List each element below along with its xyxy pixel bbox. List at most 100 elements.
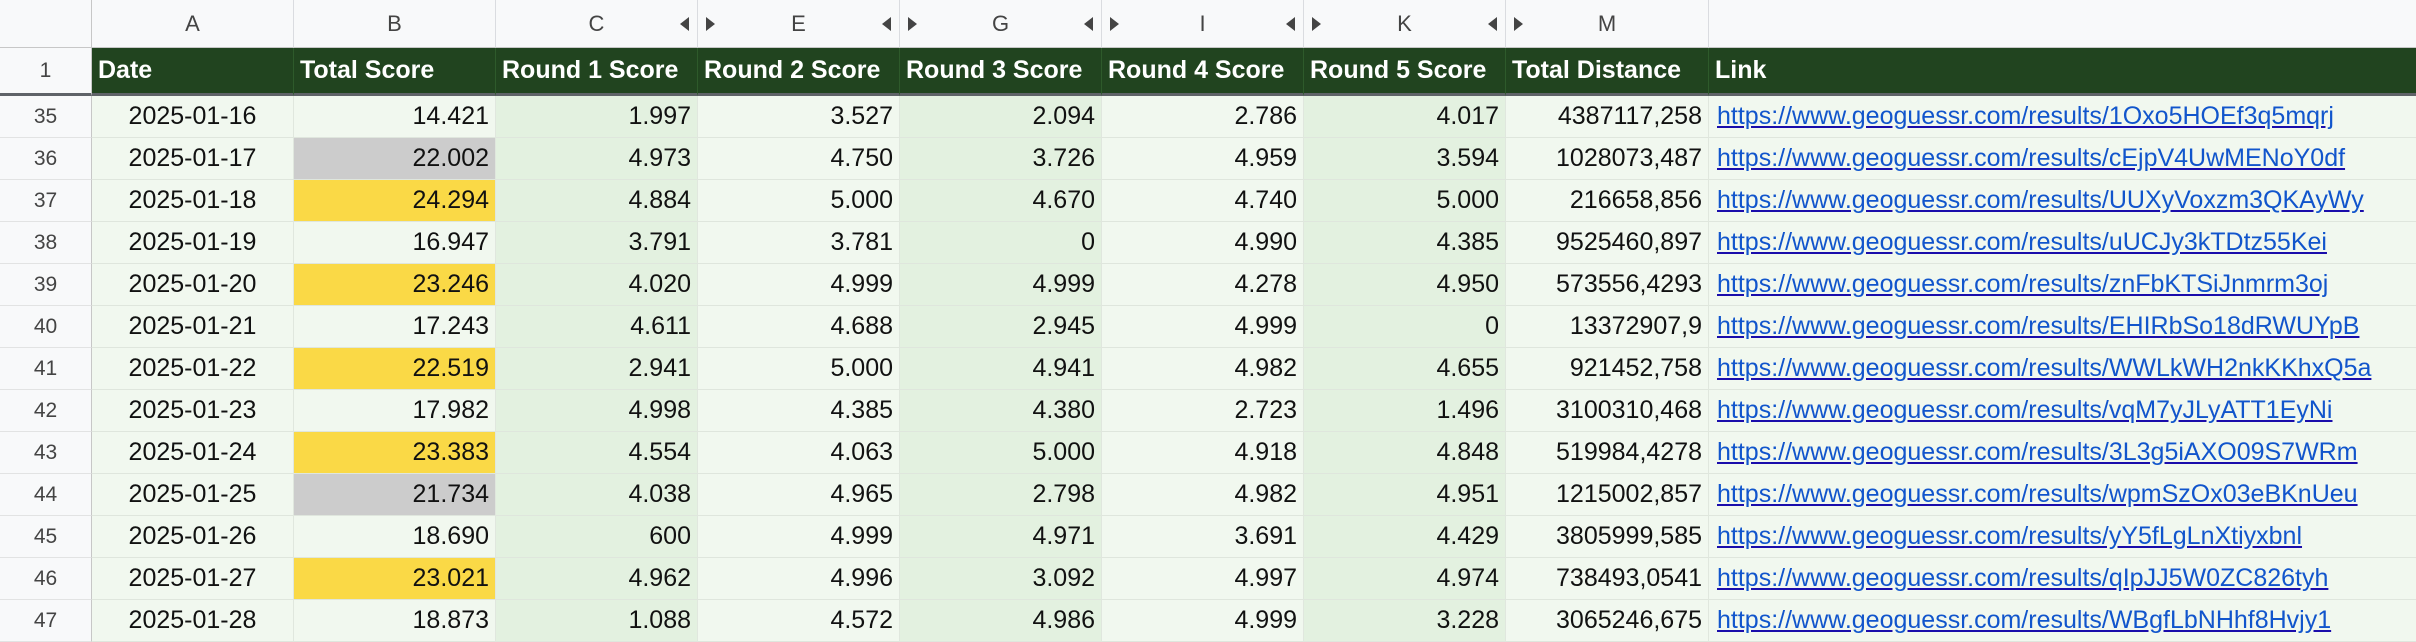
round-3-cell[interactable]: 5.000 [900,432,1102,474]
date-cell[interactable]: 2025-01-28 [92,600,294,642]
row-number[interactable]: 41 [0,348,92,390]
expand-left-icon[interactable] [882,16,891,31]
expand-left-icon[interactable] [1286,16,1295,31]
result-link[interactable]: https://www.geoguessr.com/results/wpmSzO… [1717,480,2358,508]
total-score-cell[interactable]: 14.421 [294,96,496,138]
row-number[interactable]: 37 [0,180,92,222]
total-score-cell[interactable]: 18.690 [294,516,496,558]
round-2-cell[interactable]: 5.000 [698,348,900,390]
round-1-cell[interactable]: 2.941 [496,348,698,390]
round-1-cell[interactable]: 4.884 [496,180,698,222]
total-score-cell[interactable]: 17.982 [294,390,496,432]
link-cell[interactable]: https://www.geoguessr.com/results/1Oxo5H… [1709,96,2416,138]
result-link[interactable]: https://www.geoguessr.com/results/WBgfLb… [1717,606,2332,634]
round-5-cell[interactable]: 4.429 [1304,516,1506,558]
round-5-cell[interactable]: 4.848 [1304,432,1506,474]
total-score-cell[interactable]: 23.383 [294,432,496,474]
total-distance-cell[interactable]: 519984,4278 [1506,432,1709,474]
round-5-cell[interactable]: 4.385 [1304,222,1506,264]
total-score-cell[interactable]: 22.002 [294,138,496,180]
row-number[interactable]: 35 [0,96,92,138]
link-cell[interactable]: https://www.geoguessr.com/results/3L3g5i… [1709,432,2416,474]
header-cell-date[interactable]: Date [92,48,294,96]
header-cell-round-4[interactable]: Round 4 Score [1102,48,1304,96]
total-score-cell[interactable]: 23.021 [294,558,496,600]
link-cell[interactable]: https://www.geoguessr.com/results/UUXyVo… [1709,180,2416,222]
total-distance-cell[interactable]: 3100310,468 [1506,390,1709,432]
result-link[interactable]: https://www.geoguessr.com/results/cEjpV4… [1717,144,2346,172]
round-2-cell[interactable]: 4.999 [698,264,900,306]
result-link[interactable]: https://www.geoguessr.com/results/3L3g5i… [1717,438,2358,466]
round-4-cell[interactable]: 4.999 [1102,600,1304,642]
round-5-cell[interactable]: 4.017 [1304,96,1506,138]
round-5-cell[interactable]: 4.951 [1304,474,1506,516]
round-4-cell[interactable]: 2.723 [1102,390,1304,432]
expand-right-icon[interactable] [706,16,715,31]
round-2-cell[interactable]: 4.965 [698,474,900,516]
row-number[interactable]: 45 [0,516,92,558]
row-number[interactable]: 42 [0,390,92,432]
round-4-cell[interactable]: 4.982 [1102,348,1304,390]
column-header-e[interactable]: E [698,0,900,48]
total-distance-cell[interactable]: 9525460,897 [1506,222,1709,264]
result-link[interactable]: https://www.geoguessr.com/results/WWLkWH… [1717,354,2372,382]
column-header-k[interactable]: K [1304,0,1506,48]
total-score-cell[interactable]: 17.243 [294,306,496,348]
column-header-m[interactable]: M [1506,0,1709,48]
date-cell[interactable]: 2025-01-19 [92,222,294,264]
column-header-b[interactable]: B [294,0,496,48]
expand-right-icon[interactable] [1514,16,1523,31]
round-5-cell[interactable]: 4.974 [1304,558,1506,600]
round-4-cell[interactable]: 4.982 [1102,474,1304,516]
total-distance-cell[interactable]: 3805999,585 [1506,516,1709,558]
expand-left-icon[interactable] [1084,16,1093,31]
row-number[interactable]: 38 [0,222,92,264]
round-3-cell[interactable]: 3.092 [900,558,1102,600]
round-1-cell[interactable]: 1.088 [496,600,698,642]
round-5-cell[interactable]: 4.950 [1304,264,1506,306]
result-link[interactable]: https://www.geoguessr.com/results/uUCJy3… [1717,228,2327,256]
row-number[interactable]: 1 [0,48,92,96]
total-score-cell[interactable]: 24.294 [294,180,496,222]
round-3-cell[interactable]: 4.941 [900,348,1102,390]
date-cell[interactable]: 2025-01-17 [92,138,294,180]
column-header-c[interactable]: C [496,0,698,48]
link-cell[interactable]: https://www.geoguessr.com/results/vqM7yJ… [1709,390,2416,432]
round-3-cell[interactable]: 2.094 [900,96,1102,138]
round-5-cell[interactable]: 4.655 [1304,348,1506,390]
round-4-cell[interactable]: 4.918 [1102,432,1304,474]
round-4-cell[interactable]: 4.999 [1102,306,1304,348]
row-number[interactable]: 44 [0,474,92,516]
round-5-cell[interactable]: 1.496 [1304,390,1506,432]
row-number[interactable]: 47 [0,600,92,642]
column-header-g[interactable]: G [900,0,1102,48]
round-2-cell[interactable]: 4.996 [698,558,900,600]
total-distance-cell[interactable]: 921452,758 [1506,348,1709,390]
expand-right-icon[interactable] [1312,16,1321,31]
round-2-cell[interactable]: 4.999 [698,516,900,558]
round-2-cell[interactable]: 4.750 [698,138,900,180]
date-cell[interactable]: 2025-01-23 [92,390,294,432]
date-cell[interactable]: 2025-01-20 [92,264,294,306]
expand-left-icon[interactable] [680,16,689,31]
header-cell-link[interactable]: Link [1709,48,2416,96]
total-score-cell[interactable]: 22.519 [294,348,496,390]
total-distance-cell[interactable]: 4387117,258 [1506,96,1709,138]
round-1-cell[interactable]: 4.998 [496,390,698,432]
expand-left-icon[interactable] [1488,16,1497,31]
header-cell-round-3[interactable]: Round 3 Score [900,48,1102,96]
result-link[interactable]: https://www.geoguessr.com/results/znFbKT… [1717,270,2329,298]
date-cell[interactable]: 2025-01-22 [92,348,294,390]
total-score-cell[interactable]: 16.947 [294,222,496,264]
link-cell[interactable]: https://www.geoguessr.com/results/wpmSzO… [1709,474,2416,516]
round-2-cell[interactable]: 3.781 [698,222,900,264]
select-all-corner[interactable] [0,0,92,48]
round-4-cell[interactable]: 4.990 [1102,222,1304,264]
round-2-cell[interactable]: 3.527 [698,96,900,138]
date-cell[interactable]: 2025-01-18 [92,180,294,222]
column-header-a[interactable]: A [92,0,294,48]
round-2-cell[interactable]: 4.572 [698,600,900,642]
link-cell[interactable]: https://www.geoguessr.com/results/znFbKT… [1709,264,2416,306]
round-4-cell[interactable]: 3.691 [1102,516,1304,558]
round-4-cell[interactable]: 4.278 [1102,264,1304,306]
